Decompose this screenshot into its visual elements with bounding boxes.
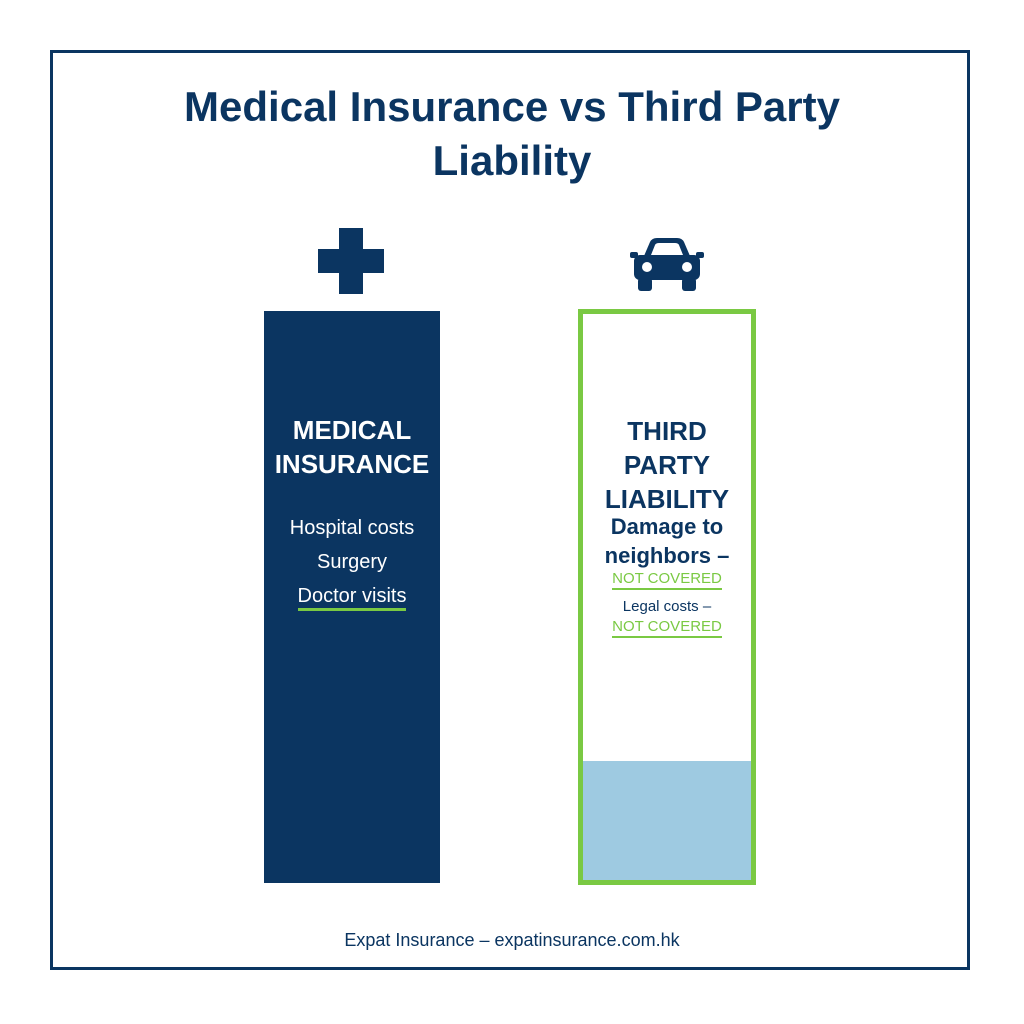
page-title: Medical Insurance vs Third Party Liabili…	[184, 83, 840, 184]
car-icon	[630, 238, 704, 291]
third-party-liability-heading: THIRD PARTY LIABILITY	[604, 416, 730, 514]
third-party-liability-column: THIRD PARTY LIABILITY Damage to neighbor…	[578, 309, 756, 885]
coverage-item-legal-costs: Legal costs –	[622, 598, 712, 615]
medical-cross-icon	[318, 228, 384, 294]
coverage-item-hospital-costs: Hospital costs	[289, 517, 415, 539]
coverage-item-doctor-visits: Doctor visits	[297, 585, 407, 611]
liability-coverage-list: Damage to neighbors – NOT COVERED Legal …	[583, 512, 751, 638]
not-covered-badge: NOT COVERED	[612, 618, 722, 638]
medical-insurance-column: MEDICAL INSURANCE Hospital costs Surgery…	[264, 311, 440, 883]
coverage-item-surgery: Surgery	[316, 551, 388, 573]
not-covered-badge: NOT COVERED	[612, 570, 722, 590]
medical-insurance-heading: MEDICAL INSURANCE	[274, 415, 430, 479]
footer-credit: Expat Insurance – expatinsurance.com.hk	[344, 930, 680, 950]
medical-coverage-list: Hospital costs Surgery Doctor visits	[264, 511, 440, 613]
liability-fill-level	[583, 761, 751, 880]
infographic-frame	[50, 50, 970, 970]
coverage-item-damage-to-neighbors: Damage to neighbors –	[604, 514, 730, 568]
